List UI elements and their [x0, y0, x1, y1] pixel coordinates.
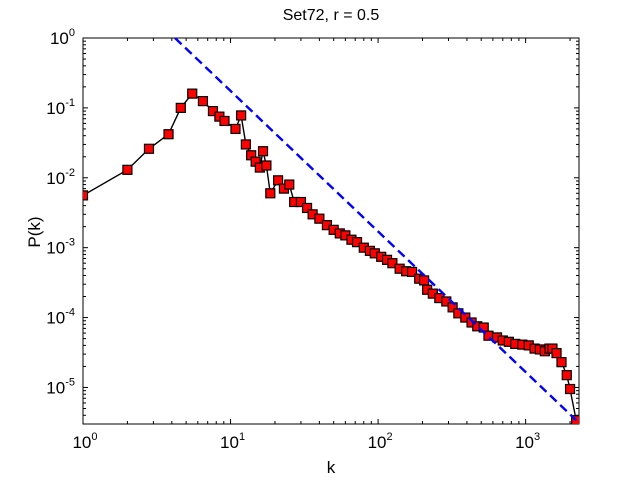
x-tick-label-base: 10 [220, 433, 239, 452]
y-tick-label: 10-1 [46, 97, 75, 118]
data-point [240, 139, 251, 150]
y-tick-label-base: 10 [46, 169, 65, 188]
y-tick-label-exponent: -5 [65, 376, 75, 388]
x-tick-label: 100 [72, 431, 97, 452]
x-tick-label-base: 10 [368, 433, 387, 452]
data-point [418, 275, 430, 286]
data-point [561, 370, 572, 381]
y-tick-label-base: 10 [46, 378, 65, 397]
y-tick-label: 10-2 [46, 167, 75, 188]
y-tick-label-exponent: -4 [65, 307, 75, 319]
y-tick-label: 100 [50, 27, 75, 48]
data-point [257, 146, 269, 157]
x-axis-label: k [327, 458, 336, 477]
y-tick-label-base: 10 [46, 239, 65, 258]
data-point [187, 88, 198, 99]
data-point [230, 123, 241, 135]
data-layer [83, 38, 579, 424]
x-tick-label-base: 10 [72, 433, 91, 452]
data-point [175, 102, 186, 113]
y-tick-label: 10-5 [46, 376, 75, 397]
data-point [387, 258, 398, 269]
y-tick-label-exponent: -1 [65, 97, 75, 109]
data-point [272, 175, 284, 186]
y-axis-label: P(k) [25, 216, 44, 247]
y-tick-label: 10-4 [46, 307, 75, 328]
data-point [564, 383, 576, 395]
data-point [551, 348, 562, 359]
y-tick-label-base: 10 [46, 99, 65, 118]
y-tick-label-exponent: 0 [69, 27, 75, 39]
data-point [284, 179, 295, 190]
data-point [197, 96, 209, 107]
x-tick-label-exponent: 2 [386, 431, 392, 443]
x-tick-label: 101 [220, 431, 245, 452]
data-point [301, 202, 313, 214]
x-tick-label: 102 [368, 431, 393, 452]
data-point [265, 188, 276, 199]
x-tick-label-exponent: 3 [534, 431, 540, 443]
data-point [122, 164, 133, 175]
data-point [219, 115, 230, 127]
data-point [143, 143, 155, 154]
y-tick-label-base: 10 [50, 29, 69, 48]
data-point [295, 196, 307, 208]
x-tick-label-base: 10 [515, 433, 534, 452]
axes-frame [82, 37, 580, 425]
data-point [406, 266, 418, 278]
data-point [236, 110, 247, 121]
fit-line [174, 38, 578, 422]
y-tick-label-exponent: -2 [65, 167, 75, 179]
y-tick-label-exponent: -3 [65, 237, 75, 249]
y-tick-label-base: 10 [46, 309, 65, 328]
data-point [351, 237, 363, 248]
chart-title: Set72, r = 0.5 [283, 7, 380, 24]
data-point [314, 213, 325, 224]
data-point [261, 160, 272, 171]
y-tick-label: 10-3 [46, 237, 75, 258]
data-point [83, 190, 89, 201]
x-tick-label-exponent: 1 [239, 431, 245, 443]
x-tick-label: 103 [515, 431, 540, 452]
data-point [556, 357, 567, 368]
data-point [207, 105, 219, 117]
data-point [163, 129, 174, 140]
x-tick-label-exponent: 0 [91, 431, 97, 443]
